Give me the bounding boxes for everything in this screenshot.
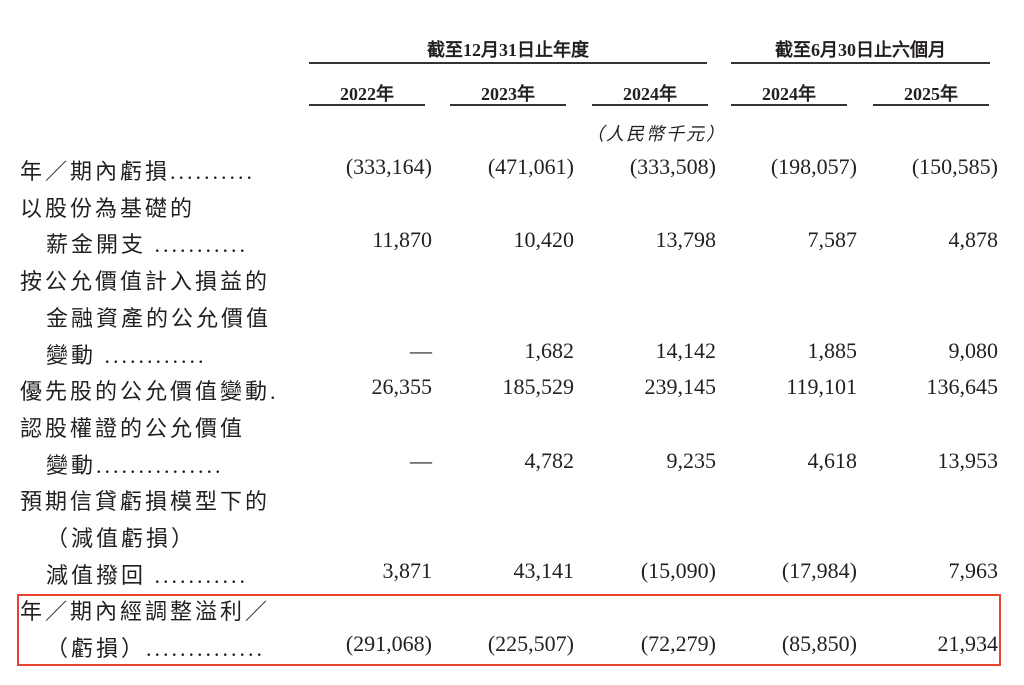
cell-value: 4,618 [807, 447, 858, 473]
cell-value: (471,061) [487, 154, 574, 179]
cell-value: (150,585) [911, 154, 998, 179]
cell-value: 43,141 [513, 557, 575, 583]
group-header-annual: 截至12月31日止年度 [427, 40, 589, 60]
row-label: 變動 ............ [46, 342, 207, 368]
year-header: 2024年 [623, 84, 677, 104]
year-header: 2022年 [340, 84, 394, 104]
row-label: 認股權證的公允價值 [20, 415, 246, 441]
cell-value: (333,508) [629, 154, 716, 179]
cell-value: 13,953 [937, 447, 999, 473]
cell-value: (333,164) [345, 154, 432, 179]
cell-value: 10,420 [513, 227, 575, 253]
cell-value: 9,235 [666, 447, 717, 473]
cell-value: 21,934 [937, 631, 999, 657]
cell-value: 119,101 [786, 374, 857, 400]
cell-value: (15,090) [640, 557, 716, 583]
row-label: 減值撥回 ........... [46, 562, 249, 588]
cell-value: 239,145 [644, 374, 717, 400]
year-underline [309, 104, 425, 106]
highlight-box [17, 594, 1001, 666]
cell-value: (198,057) [770, 154, 857, 179]
row-label: 預期信貸虧損模型下的 [20, 489, 271, 515]
cell-value: 136,645 [926, 374, 999, 400]
year-header: 2025年 [904, 84, 958, 104]
cell-value: 9,080 [948, 337, 999, 363]
year-underline [592, 104, 708, 106]
year-header: 2024年 [762, 84, 816, 104]
cell-value: — [410, 447, 432, 473]
cell-value: 185,529 [502, 374, 575, 400]
cell-value: 14,142 [655, 337, 717, 363]
cell-value: (72,279) [640, 631, 716, 657]
cell-value: 7,963 [948, 557, 999, 583]
cell-value: (85,850) [781, 631, 857, 657]
row-label: （虧損）.............. [46, 636, 266, 662]
year-header: 2023年 [481, 84, 535, 104]
unit-label: （人民幣千元） [586, 124, 726, 144]
cell-value: 4,782 [524, 447, 575, 473]
cell-value: 7,587 [807, 227, 858, 253]
cell-value: (17,984) [781, 557, 857, 583]
year-underline [731, 104, 847, 106]
row-label: 優先股的公允價值變動. [20, 379, 279, 405]
row-label: 變動............... [46, 452, 224, 478]
group-underline-annual [309, 62, 707, 64]
year-underline [873, 104, 989, 106]
cell-value: 1,682 [524, 337, 575, 363]
year-underline [450, 104, 566, 106]
row-label: 按公允價值計入損益的 [20, 269, 271, 295]
cell-value: 26,355 [371, 374, 433, 400]
row-label: 年／期內經調整溢利／ [20, 599, 271, 625]
cell-value: 4,878 [948, 227, 999, 253]
group-header-interim: 截至6月30日止六個月 [775, 40, 946, 60]
cell-value: 1,885 [807, 337, 858, 363]
cell-value: (291,068) [345, 631, 432, 657]
row-label: 以股份為基礎的 [20, 195, 196, 221]
row-label: 金融資產的公允價值 [46, 305, 272, 331]
cell-value: — [410, 337, 432, 363]
cell-value: (225,507) [487, 631, 574, 657]
row-label: 年／期內虧損.......... [20, 159, 256, 184]
cell-value: 13,798 [655, 227, 717, 253]
cell-value: 3,871 [382, 557, 433, 583]
cell-value: 11,870 [372, 227, 432, 253]
group-underline-interim [731, 62, 990, 64]
row-label: 薪金開支 ........... [46, 232, 249, 258]
row-label: （減值虧損） [46, 526, 197, 551]
